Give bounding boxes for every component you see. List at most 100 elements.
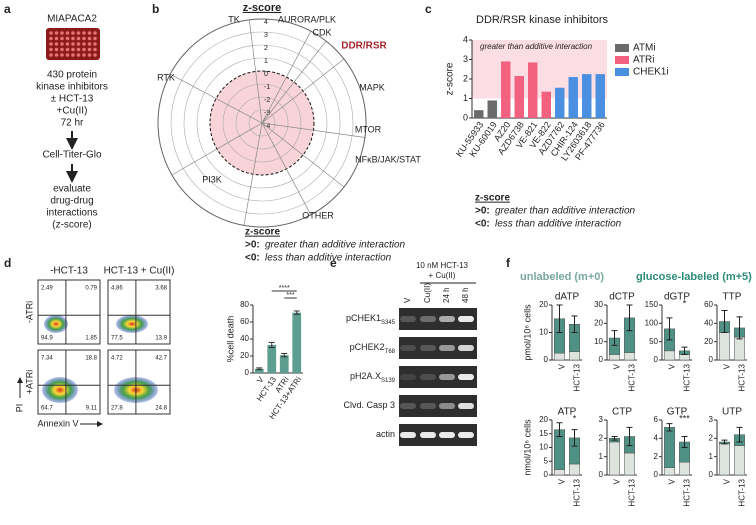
category-label: OTHER bbox=[302, 210, 334, 220]
panel-label: a bbox=[4, 2, 11, 16]
well bbox=[54, 47, 59, 52]
assay: Cell-Titer-Glo bbox=[42, 150, 102, 161]
well bbox=[93, 47, 97, 52]
band bbox=[420, 345, 436, 351]
cell-cloud bbox=[44, 315, 68, 333]
panel-label: e bbox=[330, 256, 337, 270]
well bbox=[49, 47, 53, 52]
quadrant-value: 27.8 bbox=[111, 406, 123, 412]
well bbox=[65, 47, 70, 52]
protein: actin bbox=[376, 429, 395, 439]
chart-title: UTP bbox=[722, 407, 742, 418]
bar-segment bbox=[664, 350, 675, 361]
radar-title: z-score bbox=[243, 2, 282, 14]
error-bar bbox=[556, 304, 563, 333]
bar-segment bbox=[569, 463, 580, 476]
x-tick-label: V bbox=[558, 363, 567, 369]
well bbox=[87, 42, 92, 46]
blot-strip bbox=[399, 366, 477, 388]
y-tick-label: 40 bbox=[240, 334, 249, 343]
band bbox=[458, 432, 474, 438]
protein: pCHEK2 bbox=[350, 342, 385, 352]
well bbox=[49, 36, 53, 41]
y-tick-label: 20 bbox=[240, 351, 249, 360]
sector-line bbox=[243, 122, 263, 226]
legend-label: CHEK1i bbox=[633, 67, 669, 78]
band bbox=[439, 432, 455, 438]
well bbox=[93, 36, 97, 41]
blot-row-label: actin bbox=[376, 429, 395, 439]
bar-segment bbox=[719, 443, 730, 476]
quadrant-value: 1.85 bbox=[85, 336, 97, 342]
y-tick-label: 0 bbox=[463, 112, 468, 122]
bar-segment bbox=[569, 351, 580, 361]
well bbox=[82, 31, 86, 35]
y-tick-label: 0 bbox=[245, 368, 250, 377]
error-bar bbox=[681, 346, 688, 355]
step-text: ± HCT-13 bbox=[51, 94, 94, 105]
quadrant-value: 4.72 bbox=[111, 356, 123, 362]
y-tick-label: 20 bbox=[539, 415, 548, 424]
band bbox=[400, 345, 416, 351]
x-tick-label: HCT-13 bbox=[573, 363, 582, 391]
band bbox=[439, 316, 455, 322]
blot-row-label: pCHEK2T68 bbox=[350, 342, 396, 354]
category-label: PI3K bbox=[202, 174, 222, 184]
legend-swatch bbox=[615, 44, 629, 52]
error-bar bbox=[721, 439, 728, 445]
legend-text: greater than additive interaction bbox=[265, 240, 406, 251]
radial-grid bbox=[209, 70, 315, 176]
cell-cloud bbox=[116, 315, 148, 333]
step-text: kinase inhibitors bbox=[36, 82, 108, 93]
bar-segment bbox=[679, 461, 690, 476]
legend-key: <0: bbox=[475, 219, 490, 230]
sector-line bbox=[261, 31, 312, 124]
quadrant-value: 18.8 bbox=[85, 356, 97, 362]
chart-title: TTP bbox=[723, 292, 742, 303]
bar-segment bbox=[734, 445, 745, 476]
site: T68 bbox=[385, 349, 396, 355]
r-tick-label: -2 bbox=[264, 97, 270, 104]
band bbox=[400, 432, 416, 438]
well bbox=[82, 47, 86, 52]
well bbox=[87, 53, 92, 57]
error-bar bbox=[281, 352, 288, 358]
y-tick-label: 0 bbox=[544, 470, 549, 479]
bar-segment bbox=[609, 354, 620, 361]
row-header: -ATRi bbox=[24, 301, 34, 323]
quadrant-value: 4.86 bbox=[111, 286, 123, 292]
error-bar bbox=[666, 423, 673, 432]
radial-grid bbox=[196, 57, 328, 189]
quadrant-value: 9.11 bbox=[86, 406, 98, 412]
y-tick-label: 3 bbox=[463, 54, 468, 64]
legend-label: glucose-labeled (m+5) bbox=[636, 271, 752, 283]
step-text: drug-drug bbox=[50, 196, 93, 207]
x-tick-label: HCT-13 bbox=[683, 363, 692, 391]
chart-title: GTP bbox=[667, 407, 688, 418]
bar bbox=[474, 110, 484, 118]
bar bbox=[568, 77, 578, 118]
y-tick-label: 6 bbox=[654, 415, 659, 424]
well bbox=[87, 47, 92, 52]
error-bar bbox=[666, 317, 673, 341]
column-header: -HCT-13 bbox=[50, 266, 88, 277]
chart-title: dGTP bbox=[664, 292, 690, 303]
bar bbox=[555, 87, 565, 118]
lane-label: V bbox=[403, 297, 412, 303]
y-tick-label: 20 bbox=[704, 337, 713, 346]
sector-line bbox=[261, 58, 345, 124]
x-tick-label: V bbox=[668, 363, 677, 369]
bar-segment bbox=[554, 352, 565, 361]
y-tick-label: 0 bbox=[709, 355, 714, 364]
category-label: DDR/RSR bbox=[341, 41, 387, 52]
bar bbox=[267, 344, 277, 373]
significance-label: *** bbox=[286, 292, 294, 299]
band bbox=[439, 403, 455, 409]
band bbox=[439, 345, 455, 351]
sector-line bbox=[248, 19, 263, 124]
sector-line bbox=[261, 122, 312, 215]
legend-swatch bbox=[615, 68, 629, 76]
significance-label: **** bbox=[279, 285, 290, 292]
bar-segment bbox=[734, 336, 745, 361]
